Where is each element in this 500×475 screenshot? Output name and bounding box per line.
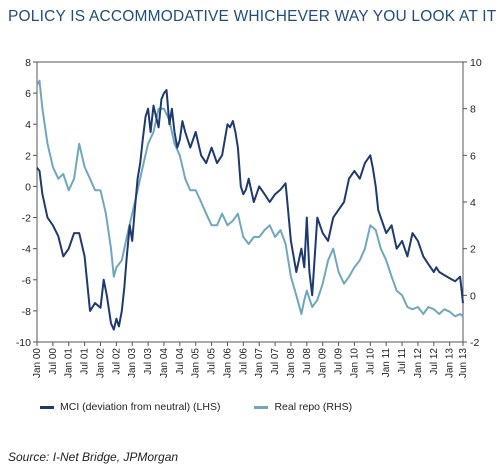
x-tick-label: Jan 11 (381, 348, 392, 378)
y-left-tick-label: 0 (25, 181, 31, 193)
y-right-tick-label: 4 (470, 197, 476, 209)
y-right-tick-label: 10 (470, 57, 482, 69)
x-tick-label: Jul 03 (143, 348, 154, 375)
legend-label-repo: Real repo (RHS) (274, 401, 353, 413)
x-tick-label: Jul 10 (365, 348, 376, 375)
x-tick-label: Jan 00 (32, 348, 43, 378)
y-right-tick-label: 0 (470, 290, 476, 302)
x-tick-label: Jun 13 (458, 348, 469, 378)
x-tick-label: Jul 00 (48, 348, 59, 375)
x-tick-label: Jan 13 (445, 348, 456, 378)
x-tick-label: Jul 01 (80, 348, 91, 375)
y-left-tick-label: -4 (22, 244, 31, 256)
y-right-tick-label: 6 (470, 150, 476, 162)
source-note: Source: I-Net Bridge, JPMorgan (8, 450, 179, 464)
x-tick-label: Jan 05 (191, 348, 202, 378)
y-left-tick-label: 6 (25, 88, 31, 100)
series-line-mci (36, 89, 464, 331)
x-tick-label: Jul 02 (111, 348, 122, 375)
y-left-tick-label: -8 (22, 306, 31, 318)
legend: MCI (deviation from neutral) (LHS) Real … (40, 401, 386, 413)
x-tick-label: Jul 08 (302, 348, 313, 375)
x-tick-label: Jan 07 (254, 348, 265, 378)
x-tick-label: Jan 06 (222, 348, 233, 378)
y-left-tick-label: -10 (16, 337, 31, 349)
page-title: POLICY IS ACCOMMODATIVE WHICHEVER WAY YO… (8, 8, 500, 25)
x-tick-label: Jul 12 (429, 348, 440, 375)
y-left-tick-label: 4 (25, 119, 31, 131)
x-tick-label: Jul 04 (175, 348, 186, 375)
y-left-tick-label: -2 (22, 213, 31, 225)
y-right-tick-label: -2 (470, 337, 479, 349)
x-tick-label: Jul 11 (397, 348, 408, 374)
series-line-real-repo (36, 79, 464, 318)
x-tick-label: Jan 10 (349, 348, 360, 378)
legend-swatch-mci (40, 405, 54, 409)
legend-label-mci: MCI (deviation from neutral) (LHS) (60, 401, 221, 413)
x-tick-label: Jan 08 (286, 348, 297, 378)
y-left-tick-label: -6 (22, 275, 31, 287)
legend-item-mci: MCI (deviation from neutral) (LHS) (40, 401, 220, 413)
chart: -10 -8 -6 -4 -2 0 2 4 6 8 -2 0 2 4 6 8 10 Jan 00 Jul 00 Jan… (16, 57, 482, 378)
x-tick-label: Jul 07 (270, 348, 281, 375)
x-tick-label: Jan 09 (318, 348, 329, 378)
y-right-tick-label: 2 (470, 244, 476, 256)
y-left-tick-label: 8 (25, 57, 31, 69)
x-tick-label: Jul 09 (334, 348, 345, 375)
x-tick-label: Jan 04 (159, 348, 170, 378)
x-tick-label: Jan 12 (413, 348, 424, 378)
x-tick-label: Jul 05 (207, 348, 218, 375)
legend-item-repo: Real repo (RHS) (254, 401, 352, 413)
x-tick-label: Jan 03 (127, 348, 138, 378)
x-tick-label: Jul 06 (238, 348, 249, 375)
x-tick-label: Jan 02 (95, 348, 106, 378)
legend-swatch-repo (254, 405, 269, 409)
x-tick-label: Jan 01 (64, 348, 75, 378)
y-right-tick-label: 8 (470, 104, 476, 116)
y-left-tick-label: 2 (25, 150, 31, 162)
